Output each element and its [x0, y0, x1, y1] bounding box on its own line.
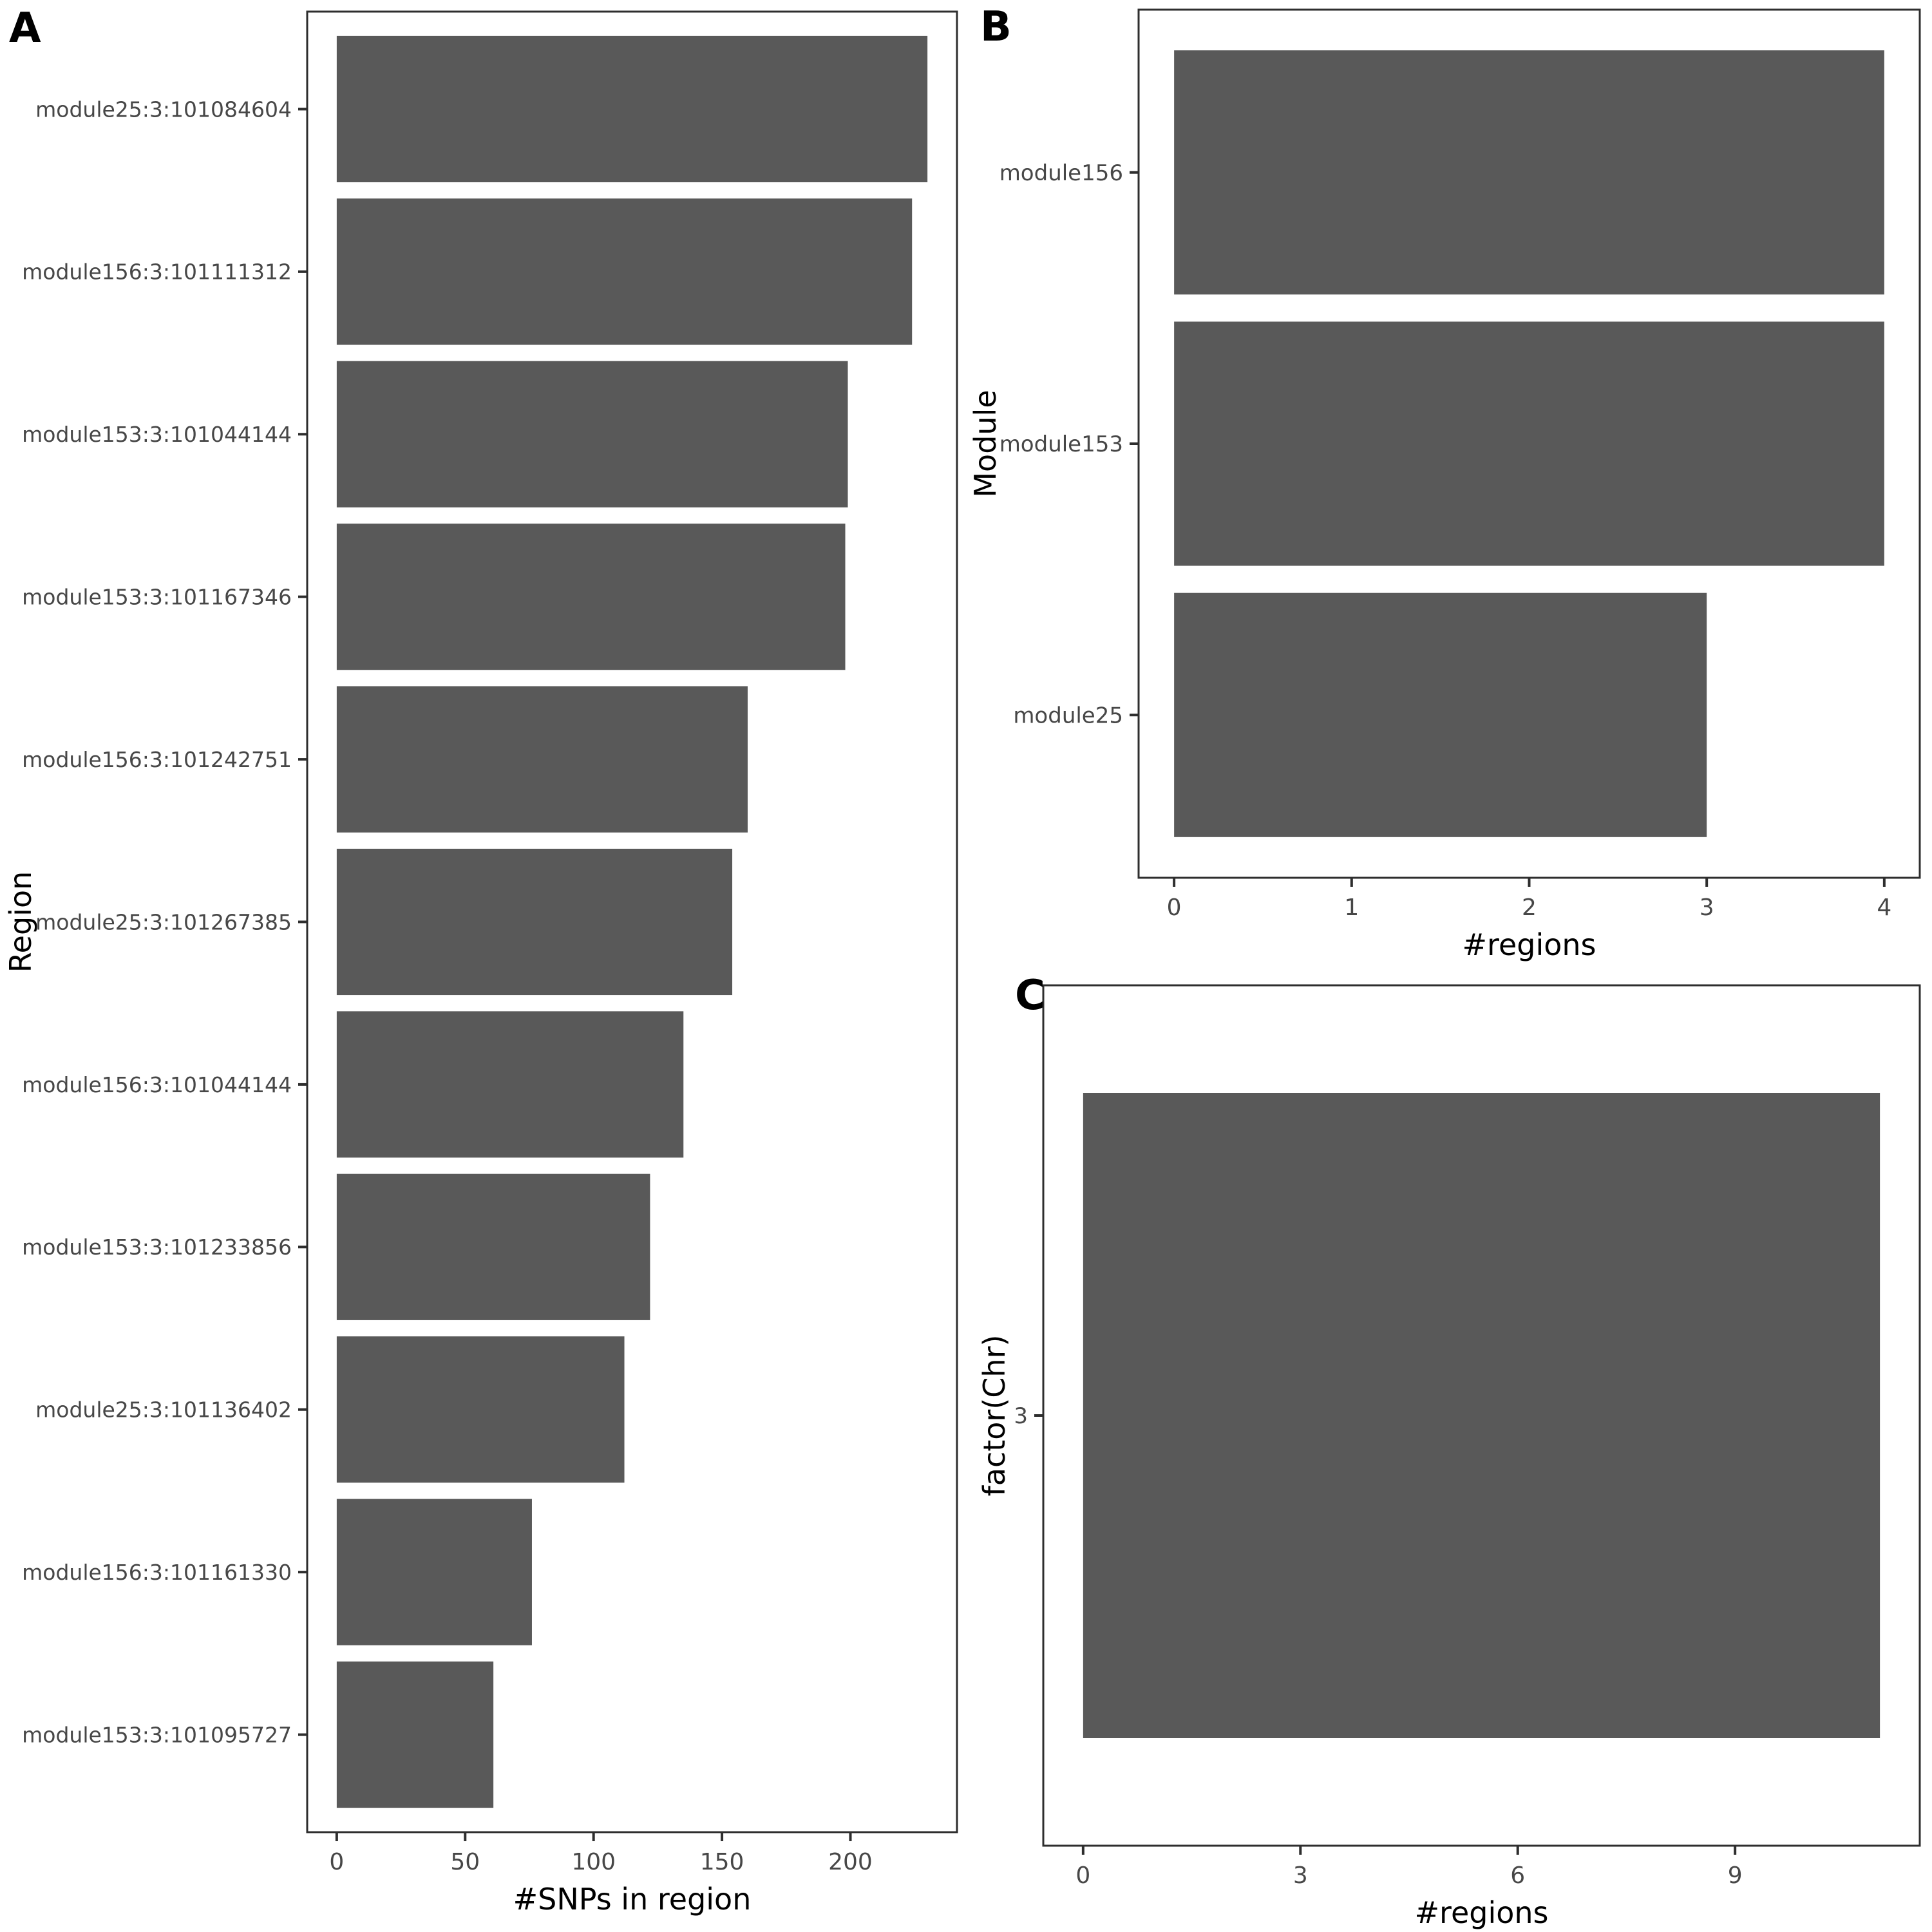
y-tick-label: module25	[1013, 703, 1123, 728]
x-tick-label: 3	[1293, 1862, 1308, 1889]
x-axis-title: #regions	[1415, 1895, 1549, 1930]
y-tick-label: module156:3:101111312	[22, 260, 292, 285]
y-tick-label: module153:3:101044144	[22, 422, 292, 447]
bar-module156:3:101242751	[336, 686, 748, 833]
y-tick-label: module153:3:101095727	[22, 1722, 292, 1747]
y-tick-label: module156:3:101161330	[22, 1560, 292, 1585]
panel-b: module156 module153 module25 0 1 2 3 4 #regions M…	[966, 0, 1932, 966]
y-tick-label: module153:3:101233856	[22, 1235, 292, 1260]
x-tick-label: 150	[700, 1849, 744, 1875]
bar-module156:3:101161330	[336, 1499, 532, 1645]
y-axis-title: factor(Chr)	[977, 1335, 1012, 1497]
y-tick-label: module156:3:101044144	[22, 1072, 292, 1097]
x-tick-label: 0	[329, 1849, 344, 1875]
x-axis-title: #SNPs in region	[513, 1882, 752, 1917]
bar-module153:3:101167346	[336, 524, 846, 670]
bar-module156:3:101044144	[336, 1011, 684, 1158]
panel-a-label: A	[9, 5, 41, 52]
panel-border	[1042, 984, 1921, 1847]
y-tick-label: module153:3:101167346	[22, 585, 292, 610]
x-tick-label: 4	[1877, 895, 1891, 921]
y-axis-title: Region	[3, 871, 38, 972]
panel-b-chart: module156 module153 module25 0 1 2 3 4 #regions M…	[968, 8, 1921, 962]
panel-b-label: B	[980, 3, 1012, 51]
bar-module25	[1174, 592, 1707, 837]
y-tick-label: module25:3:101084604	[35, 97, 292, 122]
bar-module156	[1174, 50, 1884, 295]
bar-3	[1083, 1093, 1880, 1738]
panel-c-label: C	[1015, 972, 1045, 1019]
x-tick-label: 2	[1522, 895, 1537, 921]
x-tick-label: 0	[1167, 895, 1182, 921]
y-tick-label: module25:3:101136402	[35, 1397, 292, 1423]
bar-module25:3:101084604	[336, 35, 928, 183]
panel-a: module25:3:101084604 module156:3:10111131…	[3, 5, 958, 1917]
x-tick-label: 1	[1344, 895, 1359, 921]
bar-module153	[1174, 321, 1884, 566]
bar-module25:3:101267385	[336, 848, 733, 996]
panel-a-chart: module25:3:101084604 module156:3:10111131…	[3, 10, 958, 1917]
bar-module153:3:101044144	[336, 361, 848, 507]
bar-module25:3:101136402	[336, 1336, 625, 1483]
panel-border	[1137, 8, 1921, 879]
x-axis-title: #regions	[1463, 927, 1596, 962]
y-tick-label: 3	[1014, 1403, 1028, 1429]
x-tick-label: 6	[1510, 1862, 1525, 1889]
bar-module153:3:101095727	[336, 1661, 494, 1808]
panel-c: 3 0 3 6 9 #regions factor(Chr) C	[966, 966, 1932, 1932]
panel-c-chart: 3 0 3 6 9 #regions factor(Chr)	[977, 984, 1921, 1930]
y-tick-label: module153	[999, 431, 1123, 457]
y-tick-label: module156	[999, 160, 1123, 186]
x-tick-label: 100	[571, 1849, 616, 1875]
y-tick-label: module25:3:101267385	[35, 909, 292, 934]
y-tick-label: module156:3:101242751	[22, 747, 292, 772]
x-tick-label: 200	[828, 1849, 873, 1875]
x-tick-label: 50	[450, 1849, 480, 1875]
y-axis-title: Module	[968, 390, 1003, 497]
x-tick-label: 3	[1700, 895, 1714, 921]
x-tick-label: 0	[1075, 1862, 1090, 1889]
bar-module153:3:101233856	[336, 1173, 650, 1320]
x-tick-label: 9	[1728, 1862, 1743, 1889]
panel-border	[306, 10, 958, 1833]
bar-module156:3:101111312	[336, 198, 913, 345]
